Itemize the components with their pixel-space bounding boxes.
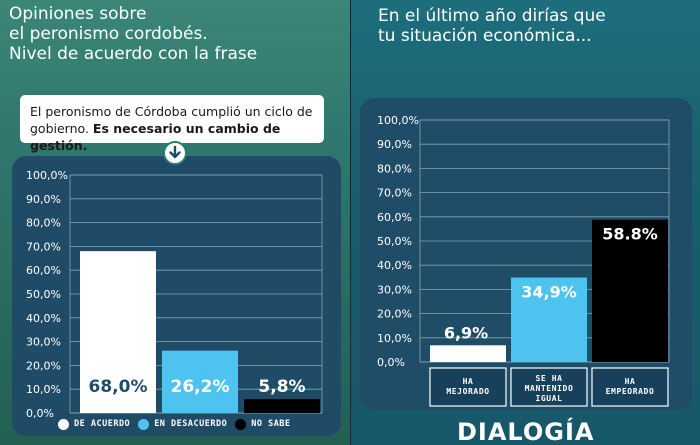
category-box (591, 367, 669, 407)
y-tick-label: 10,0% (377, 332, 412, 345)
quote-box: El peronismo de Córdoba cumplió un ciclo… (20, 95, 324, 153)
legend-item: NO SABE (235, 418, 291, 430)
left-title-line: Opiniones sobre (9, 4, 147, 24)
data-label: 26,2% (171, 377, 230, 397)
left-bar-chart: 0,0% 10,0% 20,0% 30,0% 40,0% 50,0% 60,0% 70,0% 8… (26, 169, 323, 420)
y-tick-label: 30,0% (377, 283, 412, 296)
legend-dot-black (235, 418, 247, 430)
y-tick-label: 20,0% (26, 359, 61, 372)
panel-divider (350, 0, 351, 445)
data-label: 68,0% (89, 377, 148, 397)
y-tick-label: 100,0% (377, 114, 419, 127)
data-label: 58.8% (602, 225, 658, 244)
category-label: SE HA (535, 374, 562, 383)
y-tick-label: 20,0% (377, 308, 412, 321)
category-label: HA (463, 377, 474, 386)
y-tick-label: 70,0% (26, 240, 61, 253)
category-label: EMPEORADO (606, 387, 655, 396)
bar (511, 277, 587, 362)
quote-bold-text: Es necesario un cambio de gestión. (30, 121, 281, 153)
legend-label: EN DESACUERDO (154, 419, 228, 429)
right-title-line: tu situación económica... (378, 26, 592, 46)
y-tick-label: 70,0% (377, 187, 412, 200)
data-label: 5,8% (258, 377, 305, 397)
category-box (510, 367, 588, 407)
left-chart-legend: DE ACUERDO EN DESACUERDO NO SABE (58, 418, 291, 430)
quote-text: El peronismo de Córdoba cumplió un ciclo… (30, 104, 313, 136)
y-tick-label: 60,0% (26, 264, 61, 277)
legend-item: EN DESACUERDO (138, 418, 228, 430)
y-tick-label: 40,0% (377, 259, 412, 272)
y-tick-label: 80,0% (377, 162, 412, 175)
y-tick-label: 40,0% (26, 312, 61, 325)
legend-label: DE ACUERDO (74, 419, 131, 429)
y-tick-label: 50,0% (26, 288, 61, 301)
category-box (429, 367, 507, 407)
category-label: HA (625, 377, 636, 386)
legend-item: DE ACUERDO (58, 418, 131, 430)
data-label: 34,9% (521, 283, 577, 302)
bar (162, 350, 238, 413)
category-label: MEJORADO (446, 387, 489, 396)
right-title: En el último año dirías que tu situación… (378, 6, 678, 46)
category-label: MANTENIDO (525, 384, 574, 393)
y-tick-label: 90,0% (26, 193, 61, 206)
right-bar-chart: 0,0% 10,0% 20,0% 30,0% 40,0% 50,0% 60,0% 70,0% 8… (377, 114, 670, 407)
brand-logo: DIALOGÍA (457, 418, 595, 445)
arrow-down-icon (163, 141, 187, 165)
data-label: 6,9% (444, 323, 488, 342)
right-title-line: En el último año dirías que (378, 6, 606, 26)
y-tick-label: 90,0% (377, 138, 412, 151)
legend-dot-white (58, 418, 69, 430)
y-tick-label: 50,0% (377, 235, 412, 248)
y-tick-label: 100,0% (26, 169, 68, 182)
left-panel: Opiniones sobre el peronismo cordobés. N… (0, 0, 350, 445)
y-tick-label: 30,0% (26, 336, 61, 349)
category-label: IGUAL (535, 394, 562, 403)
bar (430, 345, 506, 362)
legend-dot-blue (138, 418, 150, 430)
left-title-line: el peronismo cordobés. (9, 24, 208, 44)
right-panel: En el último año dirías que tu situación… (351, 0, 700, 445)
left-title-line: Nivel de acuerdo con la frase (9, 44, 258, 64)
bar (244, 399, 320, 413)
bar (592, 219, 668, 362)
y-tick-label: 80,0% (26, 217, 61, 230)
y-tick-label: 0,0% (377, 356, 405, 369)
y-tick-label: 10,0% (26, 383, 61, 396)
y-tick-label: 0,0% (26, 407, 54, 420)
y-tick-label: 60,0% (377, 211, 412, 224)
legend-label: NO SABE (251, 419, 291, 429)
left-title: Opiniones sobre el peronismo cordobés. N… (9, 4, 329, 64)
bar (80, 251, 156, 413)
